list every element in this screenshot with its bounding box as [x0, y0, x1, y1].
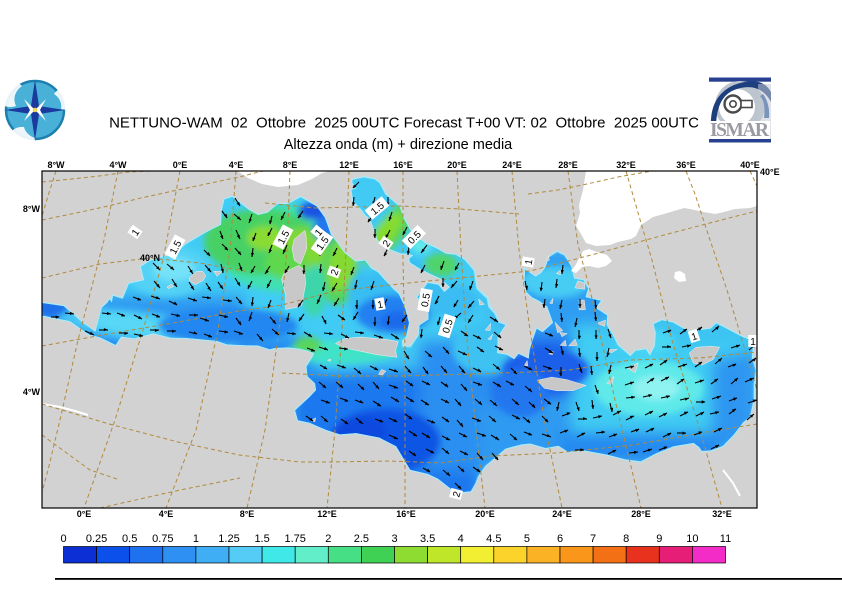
svg-text:1: 1	[313, 227, 325, 239]
svg-text:7: 7	[590, 533, 596, 545]
svg-text:3: 3	[391, 533, 397, 545]
svg-text:3.5: 3.5	[420, 533, 435, 545]
svg-text:1: 1	[377, 300, 385, 312]
svg-text:1: 1	[130, 227, 142, 238]
svg-text:2: 2	[451, 490, 463, 499]
svg-text:0.75: 0.75	[152, 533, 173, 545]
svg-text:9: 9	[656, 533, 662, 545]
svg-text:4°W: 4°W	[109, 160, 127, 170]
svg-text:1: 1	[690, 331, 699, 343]
svg-text:NETTUNO-WAM 02 Ottobre 2025: NETTUNO-WAM 02 Ottobre 2025 00UTC Foreca…	[109, 115, 699, 132]
svg-text:8°E: 8°E	[283, 160, 298, 170]
svg-text:8°W: 8°W	[23, 204, 41, 214]
svg-text:24°E: 24°E	[502, 160, 522, 170]
svg-text:20°E: 20°E	[447, 160, 467, 170]
svg-text:1.75: 1.75	[284, 533, 305, 545]
svg-text:0.5: 0.5	[441, 318, 456, 335]
svg-text:0°E: 0°E	[173, 160, 188, 170]
svg-text:0.5: 0.5	[420, 292, 433, 308]
svg-text:10: 10	[686, 533, 698, 545]
svg-text:4°W: 4°W	[23, 387, 41, 397]
svg-text:1.25: 1.25	[218, 533, 239, 545]
svg-text:4°E: 4°E	[159, 509, 174, 519]
svg-text:16°E: 16°E	[393, 160, 413, 170]
svg-text:4: 4	[458, 533, 464, 545]
svg-text:11: 11	[720, 533, 731, 545]
svg-text:40°E: 40°E	[740, 160, 760, 170]
svg-text:2.5: 2.5	[354, 533, 369, 545]
svg-text:6: 6	[557, 533, 563, 545]
svg-text:5: 5	[524, 533, 530, 545]
svg-text:8°E: 8°E	[240, 509, 255, 519]
svg-text:8: 8	[623, 533, 629, 545]
svg-text:1.5: 1.5	[254, 533, 269, 545]
svg-text:ISMAR: ISMAR	[710, 120, 770, 141]
svg-text:4°E: 4°E	[229, 160, 244, 170]
svg-text:40°E: 40°E	[760, 167, 780, 177]
svg-text:0.25: 0.25	[86, 533, 107, 545]
svg-text:2: 2	[329, 268, 341, 277]
svg-text:0: 0	[60, 533, 66, 545]
svg-text:Altezza onda (m) + direzione m: Altezza onda (m) + direzione media	[284, 137, 513, 153]
svg-text:16°E: 16°E	[396, 509, 416, 519]
svg-text:12°E: 12°E	[317, 509, 337, 519]
svg-text:20°E: 20°E	[475, 509, 495, 519]
svg-text:1: 1	[750, 337, 756, 348]
svg-text:2: 2	[381, 238, 393, 249]
svg-text:1: 1	[524, 258, 536, 266]
svg-text:8°W: 8°W	[47, 160, 65, 170]
svg-text:32°E: 32°E	[616, 160, 636, 170]
svg-text:32°E: 32°E	[712, 509, 732, 519]
svg-text:1: 1	[193, 533, 199, 545]
svg-text:4.5: 4.5	[486, 533, 501, 545]
svg-text:40°N: 40°N	[140, 253, 160, 263]
svg-text:28°E: 28°E	[631, 509, 651, 519]
svg-text:0.5: 0.5	[122, 533, 137, 545]
svg-text:12°E: 12°E	[339, 160, 359, 170]
svg-text:24°E: 24°E	[552, 509, 572, 519]
svg-text:2: 2	[325, 533, 331, 545]
svg-text:0°E: 0°E	[77, 509, 92, 519]
svg-text:28°E: 28°E	[558, 160, 578, 170]
svg-text:36°E: 36°E	[676, 160, 696, 170]
